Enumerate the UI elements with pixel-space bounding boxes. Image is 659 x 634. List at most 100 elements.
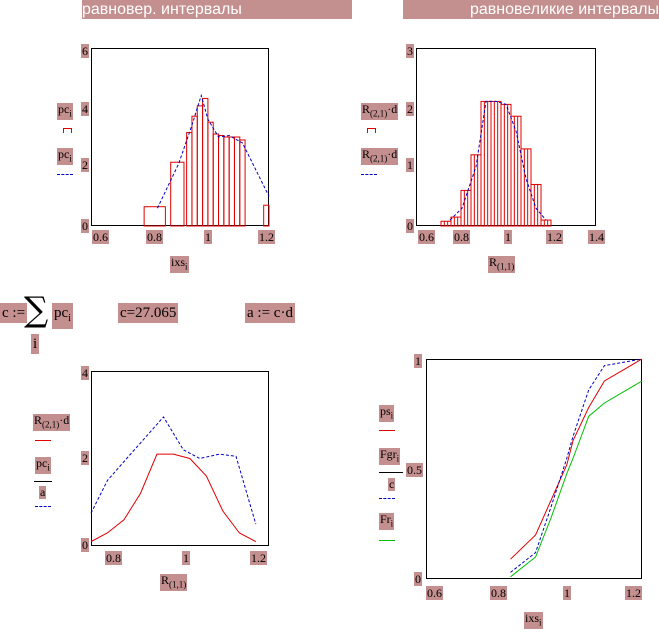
plot1-legend-2-text: pc [58, 147, 70, 161]
formula-a-def[interactable]: a := c·d [245, 303, 295, 323]
plot3-legend-2-sub: i [47, 462, 50, 473]
plot3-series-0 [90, 453, 257, 543]
plot1-line [156, 93, 270, 209]
plot4-legend-2-den: c [388, 477, 396, 491]
plot4-xtick-1: 0.8 [490, 586, 507, 600]
header-right-text: равновеликие интервалы [469, 1, 659, 18]
plot4-legend-2: Fgri [379, 447, 401, 466]
plot2-bar-1 [450, 216, 462, 227]
plot2-xtick-3: 1.2 [546, 230, 563, 244]
plot2-legend-1-swatch [367, 128, 376, 133]
plot4-legend-3: Fri [379, 512, 395, 531]
plot4-legend-3-sub: i [390, 518, 394, 529]
plot4-xtick-2: 1 [563, 586, 571, 600]
plot1-bar-7 [212, 133, 220, 227]
plot3-series-1 [90, 416, 257, 525]
plot1-bar-1 [170, 161, 185, 227]
c-result-eq: = [126, 305, 136, 321]
plot3-legend-2-swatch [35, 506, 51, 507]
plot1-ytick-3: 0 [81, 219, 89, 233]
plot1-xlabel-text: ixs [171, 255, 186, 269]
plot3-legend-1-tail: ·d [59, 413, 70, 427]
plot2-xlabel: R(1,1) [488, 255, 516, 274]
plot1-legend-1: pci [57, 102, 73, 121]
plot4-legend-2-sub: i [396, 453, 400, 464]
formula-sum-term: pci [52, 303, 73, 329]
header-right: равновеликие интервалы [403, 0, 659, 19]
plot2-legend-1-sub: (2,1) [370, 108, 388, 119]
plot2-xtick-4: 1.4 [588, 230, 605, 244]
plot4-legend-2-fraction-bar [379, 472, 403, 473]
plot4-series-1 [510, 358, 643, 573]
plot2-legend-2-swatch [361, 174, 377, 175]
plot1-legend-1-text: pc [58, 102, 70, 116]
plot4-series-0 [510, 358, 643, 560]
plot1-canvas [143, 93, 270, 227]
plot2-frame[interactable] [416, 48, 596, 226]
formula-sum-term-text: pc [54, 305, 69, 321]
plot4-ytick-0: 1 [414, 354, 422, 368]
plot2-legend-2-sub: (2,1) [370, 153, 388, 164]
plot4-ytick-2: 0 [414, 572, 422, 586]
plot4-legend-1: psi [379, 404, 395, 423]
plot4-ytick-1: 0.5 [406, 463, 423, 477]
plot1-bar-9 [223, 136, 230, 227]
plot2-bar-6 [500, 103, 512, 227]
formula-c-result[interactable]: c=27.065 [118, 303, 179, 323]
plot4-frame[interactable] [426, 359, 642, 579]
plot4-canvas [510, 358, 643, 578]
plot4-legend-3-text: Fr [380, 512, 391, 526]
plot4-legend-1-swatch [379, 430, 395, 431]
plot3-legend-1-text: R [34, 413, 43, 427]
header-left: равновер. интервалы [82, 0, 352, 19]
formula-sum-lhs: c := [0, 303, 28, 323]
plot1-bar-4 [196, 105, 204, 227]
plot1-bar-6 [207, 121, 214, 227]
plot3-legend-2-fraction-bar [34, 481, 52, 482]
plot1-bar-11 [233, 136, 241, 227]
plot4-legend-2-text: Fgr [380, 447, 397, 461]
plot1-xlabel-sub: i [185, 261, 188, 272]
plot2-ytick-1: 2 [406, 102, 414, 116]
plot2-legend-1-text: R [362, 102, 371, 116]
plot3-legend-2-den: a [39, 485, 47, 499]
plot3-frame[interactable] [91, 371, 269, 546]
plot1-bar-0 [143, 206, 166, 227]
plot2-bar-5 [490, 100, 502, 227]
formula-sum-term-sub: i [68, 313, 71, 324]
plot2-xlabel-text: R [489, 255, 498, 269]
plot2-legend-2-tail: ·d [387, 147, 398, 161]
plot3-legend-1: R(2,1)·d [33, 413, 71, 432]
plot2-bar-9 [530, 183, 542, 227]
plot1-xtick-2: 1 [204, 230, 212, 244]
plot2-xtick-2: 1 [504, 230, 512, 244]
plot3-xlabel-sub: (1,1) [169, 579, 187, 590]
plot1-bar-2 [186, 132, 193, 227]
plot2-legend-2-text: R [362, 147, 371, 161]
plot1-bar-12 [239, 139, 246, 227]
plot1-bar-10 [228, 136, 235, 227]
plot4-legend-1-text: ps [380, 404, 391, 418]
plot1-xtick-0: 0.6 [92, 230, 109, 244]
sum-symbol: ∑ [24, 290, 49, 330]
plot1-bar-3 [191, 115, 198, 227]
plot1-legend-2: pci [57, 147, 73, 166]
plot3-ytick-1: 2 [81, 451, 89, 465]
plot1-legend-1-sub: i [69, 108, 72, 119]
plot2-legend-2: R(2,1)·d [361, 147, 399, 166]
plot2-ytick-2: 1 [406, 158, 414, 172]
plot3-xlabel: R(1,1) [160, 573, 188, 592]
plot2-ytick-0: 3 [406, 44, 414, 58]
plot1-bar-8 [218, 135, 225, 227]
plot1-legend-2-swatch [57, 174, 73, 175]
plot3-xlabel-text: R [161, 573, 170, 587]
plot4-xlabel-text: ixs [525, 611, 540, 625]
plot2-bar-10 [540, 219, 552, 227]
plot3-xtick-1: 1 [182, 551, 190, 565]
plot3-ytick-0: 4 [81, 366, 89, 380]
plot3-ytick-2: 0 [81, 538, 89, 552]
plot3-legend-1-swatch [35, 440, 51, 441]
plot1-bar-13 [263, 204, 270, 227]
plot1-legend-1-swatch [63, 128, 72, 133]
plot1-xlabel: ixsi [170, 255, 189, 274]
